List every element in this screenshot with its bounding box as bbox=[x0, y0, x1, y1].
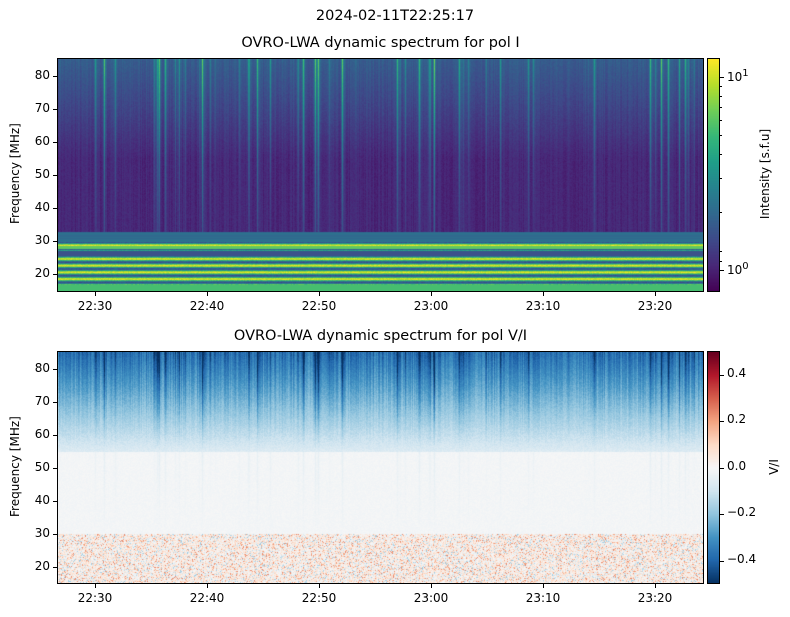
y-tick bbox=[53, 566, 57, 568]
x-tick-label: 23:00 bbox=[413, 591, 449, 605]
x-tick bbox=[207, 584, 208, 588]
plot-title: OVRO-LWA dynamic spectrum for pol I bbox=[241, 35, 520, 51]
colorbar-tick-label: 0.4 bbox=[727, 366, 747, 380]
y-tick bbox=[53, 533, 57, 535]
y-tick-label: 80 bbox=[34, 360, 50, 375]
y-tick bbox=[53, 274, 57, 276]
x-tick-label: 22:30 bbox=[77, 299, 113, 313]
colorbar-minor-tick bbox=[720, 211, 722, 213]
x-tick-label: 22:40 bbox=[189, 299, 225, 313]
y-tick-label: 20 bbox=[34, 558, 50, 573]
y-tick-label: 60 bbox=[34, 133, 50, 148]
colorbar-tick bbox=[720, 270, 724, 271]
y-tick bbox=[53, 108, 57, 110]
y-tick-label: 20 bbox=[34, 266, 50, 281]
x-tick bbox=[543, 584, 544, 588]
colorbar-tick-label: 0.0 bbox=[727, 459, 747, 473]
x-tick bbox=[655, 292, 656, 296]
colorbar bbox=[708, 352, 719, 583]
colorbar-minor-tick bbox=[720, 153, 722, 155]
colorbar-minor-tick bbox=[720, 251, 722, 253]
x-tick-label: 23:20 bbox=[637, 591, 673, 605]
y-tick-label: 70 bbox=[34, 100, 50, 115]
y-tick bbox=[53, 467, 57, 469]
y-tick-label: 70 bbox=[34, 393, 50, 408]
colorbar-minor-tick bbox=[720, 177, 722, 179]
x-tick-label: 22:30 bbox=[77, 591, 113, 605]
x-tick bbox=[431, 292, 432, 296]
colorbar-minor-tick bbox=[720, 106, 722, 108]
y-tick-label: 30 bbox=[34, 525, 50, 540]
y-tick bbox=[53, 141, 57, 143]
colorbar-tick bbox=[720, 514, 724, 515]
x-tick bbox=[207, 292, 208, 296]
x-tick bbox=[95, 584, 96, 588]
y-tick bbox=[53, 241, 57, 243]
colorbar-minor-tick bbox=[720, 135, 722, 137]
x-tick-label: 22:50 bbox=[301, 591, 337, 605]
colorbar-minor-tick bbox=[720, 261, 722, 263]
y-tick bbox=[53, 208, 57, 210]
y-tick-label: 40 bbox=[34, 200, 50, 215]
colorbar-tick bbox=[720, 77, 724, 78]
figure-suptitle: 2024-02-11T22:25:17 bbox=[315, 8, 475, 24]
y-tick-label: 40 bbox=[34, 492, 50, 507]
colorbar bbox=[708, 59, 719, 291]
colorbar-tick-label: 0.2 bbox=[727, 412, 747, 426]
heatmap-pol-i bbox=[58, 59, 703, 291]
x-tick-label: 22:50 bbox=[301, 299, 337, 313]
x-tick-label: 22:40 bbox=[189, 591, 225, 605]
colorbar-label: Intensity [s.f.u] bbox=[758, 128, 772, 220]
plot-frame bbox=[57, 58, 704, 292]
plot-title: OVRO-LWA dynamic spectrum for pol V/I bbox=[233, 328, 528, 344]
x-tick-label: 23:10 bbox=[525, 591, 561, 605]
x-tick-label: 23:10 bbox=[525, 299, 561, 313]
y-tick bbox=[53, 401, 57, 403]
x-tick bbox=[319, 584, 320, 588]
colorbar-tick-label: 100 bbox=[727, 261, 749, 277]
y-tick bbox=[53, 75, 57, 77]
colorbar-tick bbox=[720, 561, 724, 562]
x-tick bbox=[431, 584, 432, 588]
colorbar-label: V/I bbox=[767, 458, 781, 475]
colorbar-tick bbox=[720, 421, 724, 422]
y-axis-label: Frequency [MHz] bbox=[8, 123, 22, 224]
colorbar-tick bbox=[720, 375, 724, 376]
y-tick bbox=[53, 500, 57, 502]
colorbar-minor-tick bbox=[720, 119, 722, 121]
x-tick-label: 23:00 bbox=[413, 299, 449, 313]
colorbar-tick bbox=[720, 468, 724, 469]
plot-frame bbox=[57, 351, 704, 584]
x-tick-label: 23:20 bbox=[637, 299, 673, 313]
y-tick-label: 80 bbox=[34, 67, 50, 82]
colorbar-tick-label: −0.2 bbox=[727, 505, 757, 519]
heatmap-pol-vi bbox=[58, 352, 703, 583]
y-axis-label: Frequency [MHz] bbox=[8, 415, 22, 517]
x-tick bbox=[543, 292, 544, 296]
colorbar-tick-label: −0.4 bbox=[727, 552, 757, 566]
colorbar-tick-label: 101 bbox=[727, 68, 749, 84]
y-tick bbox=[53, 175, 57, 176]
x-tick bbox=[319, 292, 320, 296]
y-tick-label: 50 bbox=[34, 459, 50, 474]
colorbar-frame bbox=[707, 58, 720, 292]
y-tick bbox=[53, 434, 57, 436]
y-tick-label: 30 bbox=[34, 233, 50, 248]
colorbar-frame bbox=[707, 351, 720, 584]
colorbar-minor-tick bbox=[720, 95, 722, 97]
x-tick bbox=[95, 292, 96, 296]
y-tick-label: 50 bbox=[34, 167, 50, 181]
y-tick-label: 60 bbox=[34, 426, 50, 441]
colorbar-minor-tick bbox=[720, 85, 722, 87]
y-tick bbox=[53, 368, 57, 370]
x-tick bbox=[655, 584, 656, 588]
